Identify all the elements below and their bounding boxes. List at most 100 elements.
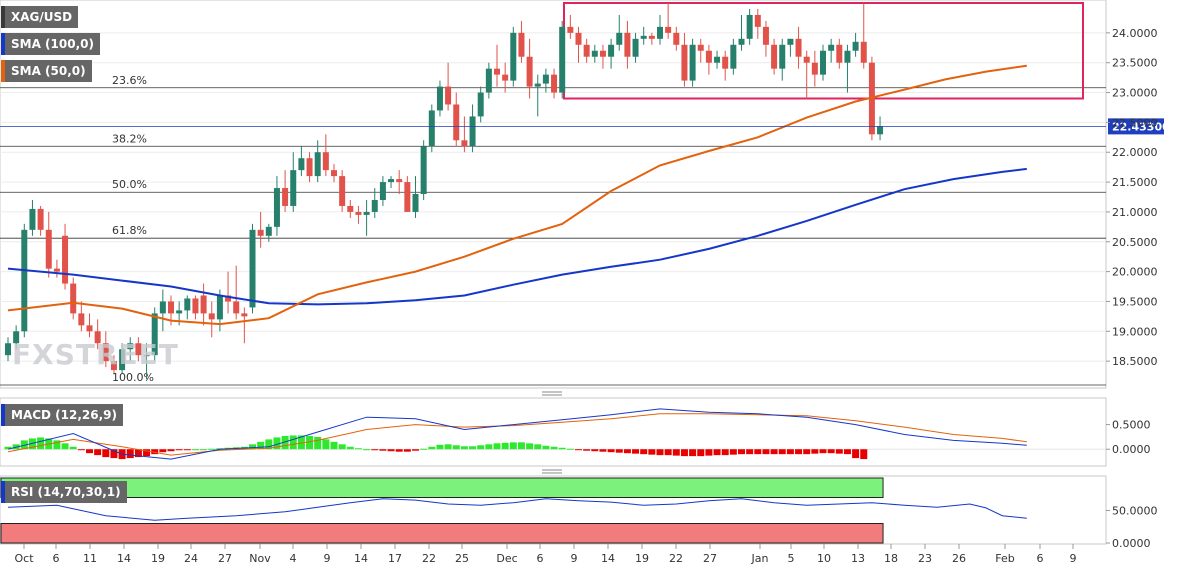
macd-histogram-bar [835,449,843,454]
price-pane-bg [0,0,1107,389]
bullish-candle [640,35,647,39]
price-y-axis: 24.0000 23.5000 23.0000 22.5000 22.0000 21.50… [1106,27,1158,368]
macd-histogram-bar [656,449,664,456]
legend-symbol[interactable]: XAG/USD [1,6,79,28]
date-tick-label: 4 [290,552,297,565]
bearish-candle [722,56,729,69]
bullish-candle [5,343,11,356]
date-tick-label: 5 [788,552,795,565]
bearish-candle [53,268,60,272]
bullish-candle [143,355,150,357]
price-tick-label: 21.0000 [1112,206,1158,219]
macd-histogram-bar [338,444,346,450]
bearish-candle [599,50,606,57]
price-tick-label: 22.5000 [1112,116,1158,129]
macd-histogram-bar [354,448,362,450]
macd-histogram-bar [672,449,680,456]
bearish-candle [762,26,769,45]
bullish-candle [616,32,623,45]
date-tick-label: 14 [354,552,368,565]
macd-histogram-bar [167,449,175,452]
date-x-axis: Oct 6 11 14 19 24 27 Nov 4 9 14 17 22 25 Dec 6 9 14 19 22 27… [14,544,1077,565]
bullish-candle [379,182,386,200]
fib-level-label: 61.8% [112,224,147,237]
macd-histogram-bar [689,449,697,457]
macd-histogram-bar [4,446,12,450]
date-tick-label: 24 [184,552,198,565]
macd-histogram-bar [493,443,501,450]
bearish-candle [331,170,337,177]
bearish-candle [811,62,818,75]
macd-histogram-bar [566,448,574,450]
macd-histogram-bar [746,449,754,455]
macd-histogram-bar [501,442,509,450]
macd-histogram-bar [191,449,199,451]
price-tick-label: 20.0000 [1112,266,1158,279]
bearish-candle [70,283,77,314]
bearish-candle [306,158,313,177]
macd-histogram-bar [713,449,721,456]
macd-histogram-bar [599,449,607,452]
macd-histogram-bar [436,444,444,450]
macd-histogram-bar [428,446,436,450]
bearish-candle [404,182,411,212]
legend-rsi[interactable]: RSI (14,70,30,1) [1,481,127,503]
bullish-candle [216,295,223,320]
macd-histogram-bar [811,449,819,454]
date-tick-label: 23 [918,552,932,565]
date-tick-label: 22 [422,552,436,565]
bullish-candle [159,301,166,314]
macd-histogram-bar [314,436,322,450]
macd-histogram-bar [249,444,256,450]
macd-histogram-bar [61,443,69,450]
bearish-candle [518,32,525,57]
bearish-candle [225,295,232,302]
candlesticks [5,3,884,380]
macd-histogram-bar [94,449,102,456]
date-tick-label: 9 [1070,552,1077,565]
macd-line [7,408,1027,460]
fxstreet-watermark: FXSTREET [12,338,179,371]
date-tick-label: 6 [53,552,60,565]
bullish-candle [436,86,443,111]
macd-pane-bg [0,397,1107,467]
bearish-candle [624,32,631,57]
macd-histogram-bar [770,449,778,455]
rsi-oversold-zone [0,523,884,544]
bullish-candle [249,229,256,308]
macd-histogram-bar [607,449,615,453]
macd-histogram-bar [819,449,827,454]
bullish-candle [608,44,615,57]
pane-splitter-handles[interactable] [541,391,563,474]
macd-histogram-bar [281,435,289,450]
bearish-candle [803,56,810,63]
macd-histogram-bar [151,449,159,455]
bearish-candle [102,343,109,362]
macd-histogram-bar [330,441,338,450]
bearish-candle [208,313,215,320]
macd-histogram-bar [289,435,297,450]
macd-histogram-bar [786,449,794,455]
bearish-candle [795,38,802,57]
bearish-candle [282,188,289,206]
macd-histogram-bar [322,439,330,450]
macd-histogram-bar [452,445,460,450]
legend-macd[interactable]: MACD (12,26,9) [1,404,124,426]
last-price-label: 22.43300 [1112,120,1170,133]
bearish-candle [62,235,69,284]
legend-sma50[interactable]: SMA (50,0) [1,60,92,82]
macd-histogram-bar [640,449,648,455]
bullish-candle [779,44,786,69]
date-tick-label: 9 [324,552,331,565]
macd-histogram-bar [444,444,452,450]
bearish-candle [461,140,468,147]
macd-histogram-bar [143,449,151,457]
bearish-candle [575,32,582,45]
macd-histogram-bar [306,435,314,450]
legend-sma100[interactable]: SMA (100,0) [1,33,100,55]
date-tick-label: 13 [851,552,865,565]
macd-histogram-bar [575,449,582,451]
macd-pane: 0.5000 0.0000 [0,408,1151,460]
bullish-candle [877,126,884,135]
